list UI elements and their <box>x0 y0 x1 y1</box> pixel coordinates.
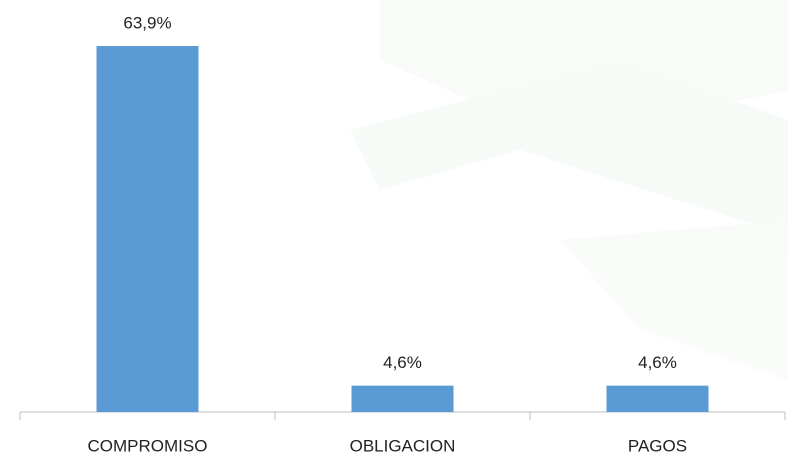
value-label: 4,6% <box>383 353 422 372</box>
watermark <box>350 0 788 380</box>
x-tick-label: COMPROMISO <box>88 436 208 455</box>
value-label: 63,9% <box>123 13 171 32</box>
x-tick-label: PAGOS <box>628 436 687 455</box>
bar <box>96 46 199 412</box>
x-tick-label: OBLIGACION <box>350 436 456 455</box>
value-label: 4,6% <box>638 353 677 372</box>
bar <box>351 385 454 412</box>
bar <box>606 385 709 412</box>
